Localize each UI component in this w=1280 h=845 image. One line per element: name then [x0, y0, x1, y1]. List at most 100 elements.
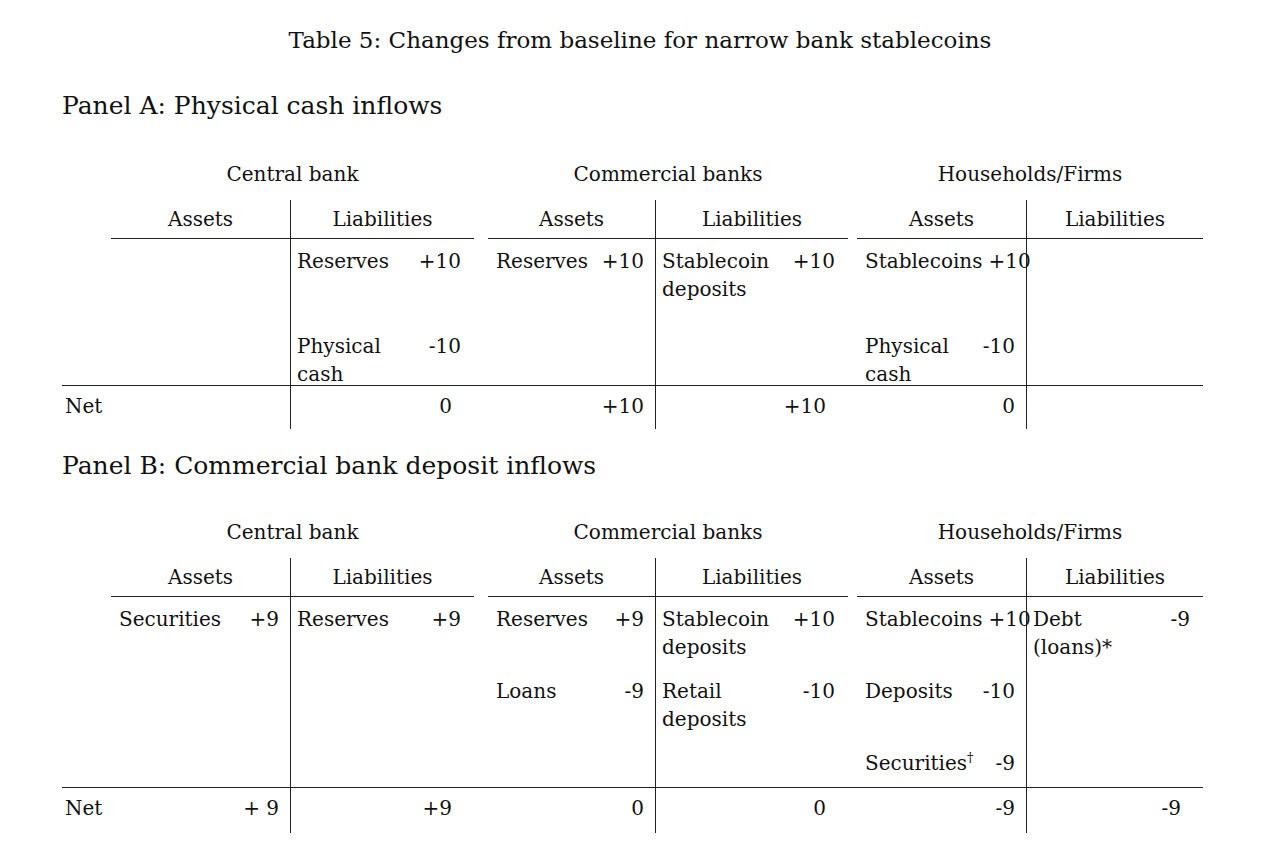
- net-row: Net 0 +10 +10 0: [62, 385, 1203, 429]
- item-value: -9: [1165, 605, 1190, 633]
- group-title-commercial-banks: Commercial banks: [488, 160, 848, 200]
- spacer-cell: [62, 200, 111, 239]
- item-label: Stablecoin deposits: [662, 605, 769, 661]
- account-item-cell: [1027, 669, 1203, 741]
- col-header-assets: Assets: [488, 200, 656, 239]
- group-title-central-bank: Central bank: [111, 160, 474, 200]
- column-header-row: Assets Liabilities Assets Liabilities As…: [62, 558, 1203, 597]
- account-item-cell: Reserves +9: [291, 597, 474, 669]
- account-item-cell: [656, 741, 848, 787]
- column-gap: [848, 518, 857, 558]
- spacer-cell: [62, 324, 111, 388]
- account-item-cell: Retail deposits -10: [656, 669, 848, 741]
- account-item-cell: Physical cash -10: [291, 324, 474, 388]
- item-label: Debt (loans)*: [1033, 605, 1112, 661]
- column-gap: [848, 788, 857, 833]
- account-item-cell: Reserves +9: [488, 597, 656, 669]
- column-gap: [848, 669, 857, 741]
- column-gap: [848, 597, 857, 669]
- spacer-cell: [62, 518, 111, 558]
- account-item-cell: Stablecoins +10: [857, 239, 1027, 324]
- col-header-liabilities: Liabilities: [291, 558, 474, 597]
- account-item-cell: [1027, 324, 1203, 388]
- panel-a-heading: Panel A: Physical cash inflows: [62, 91, 442, 120]
- account-item-cell: Stablecoin deposits +10: [656, 239, 848, 324]
- col-header-liabilities: Liabilities: [656, 200, 848, 239]
- col-header-assets: Assets: [857, 200, 1027, 239]
- item-value: -10: [423, 332, 461, 360]
- account-item-cell: Reserves +10: [291, 239, 474, 324]
- item-value: -10: [977, 677, 1015, 705]
- item-label: Loans: [496, 677, 556, 705]
- item-value: +10: [982, 605, 1030, 633]
- item-value: +10: [413, 247, 461, 275]
- column-gap: [474, 788, 488, 833]
- spacer-cell: [62, 239, 111, 324]
- item-value: +9: [426, 605, 461, 633]
- item-value: -10: [797, 677, 835, 705]
- net-label: Net: [62, 788, 111, 833]
- item-label: Securities†: [865, 749, 974, 777]
- net-value-cell: +10: [488, 386, 656, 429]
- net-value-cell: 0: [656, 788, 848, 833]
- account-item-cell: [111, 669, 291, 741]
- account-item-cell: [111, 324, 291, 388]
- table-row: Securities +9 Reserves +9 Reserves +9 St…: [62, 597, 1203, 669]
- table-row: Loans -9 Retail deposits -10 Deposits -1…: [62, 669, 1203, 741]
- account-item-cell: [111, 239, 291, 324]
- net-value-cell: -9: [857, 788, 1027, 833]
- item-value: +10: [596, 247, 644, 275]
- item-value: +9: [609, 605, 644, 633]
- net-row: Net + 9 +9 0 0 -9 -9: [62, 787, 1203, 833]
- column-gap: [474, 558, 488, 597]
- column-gap: [848, 324, 857, 388]
- item-label: Reserves: [297, 247, 389, 275]
- group-title-households-firms: Households/Firms: [857, 518, 1203, 558]
- account-item-cell: Stablecoin deposits +10: [656, 597, 848, 669]
- panel-a-table: Central bank Commercial banks Households…: [62, 160, 1203, 429]
- col-header-liabilities: Liabilities: [1027, 200, 1203, 239]
- account-item-cell: Deposits -10: [857, 669, 1027, 741]
- column-gap: [474, 324, 488, 388]
- item-value: -10: [977, 332, 1015, 360]
- column-gap: [848, 386, 857, 429]
- item-value: +10: [787, 605, 835, 633]
- net-value-cell: 0: [488, 788, 656, 833]
- item-value: +9: [244, 605, 279, 633]
- account-item-cell: [291, 741, 474, 787]
- col-header-liabilities: Liabilities: [656, 558, 848, 597]
- account-item-cell: Loans -9: [488, 669, 656, 741]
- item-label: Retail deposits: [662, 677, 746, 733]
- net-value-cell: -9: [1027, 788, 1203, 833]
- item-value: +10: [787, 247, 835, 275]
- column-gap: [474, 518, 488, 558]
- col-header-assets: Assets: [111, 558, 291, 597]
- item-label: Stablecoins: [865, 247, 982, 275]
- dagger-footnote-marker: †: [967, 750, 974, 765]
- account-item-cell: [291, 669, 474, 741]
- item-label: Physical cash: [865, 332, 949, 388]
- item-value: -9: [619, 677, 644, 705]
- account-item-cell: [488, 741, 656, 787]
- item-label: Reserves: [496, 605, 588, 633]
- table-caption: Table 5: Changes from baseline for narro…: [0, 27, 1280, 53]
- column-gap: [848, 741, 857, 787]
- panel-b-table: Central bank Commercial banks Households…: [62, 518, 1203, 833]
- column-gap: [848, 239, 857, 324]
- column-gap: [474, 597, 488, 669]
- document-page: Table 5: Changes from baseline for narro…: [0, 0, 1280, 845]
- group-title-row: Central bank Commercial banks Households…: [62, 518, 1203, 558]
- net-value-cell: 0: [291, 386, 474, 429]
- column-gap: [474, 160, 488, 200]
- account-item-cell: Reserves +10: [488, 239, 656, 324]
- spacer-cell: [62, 597, 111, 669]
- column-gap: [474, 386, 488, 429]
- net-value-cell: 0: [857, 386, 1027, 429]
- net-value-cell: +9: [291, 788, 474, 833]
- account-item-cell: Stablecoins +10: [857, 597, 1027, 669]
- column-gap: [474, 200, 488, 239]
- net-value-cell: + 9: [111, 788, 291, 833]
- account-item-cell: Securities +9: [111, 597, 291, 669]
- spacer-cell: [62, 160, 111, 200]
- col-header-assets: Assets: [488, 558, 656, 597]
